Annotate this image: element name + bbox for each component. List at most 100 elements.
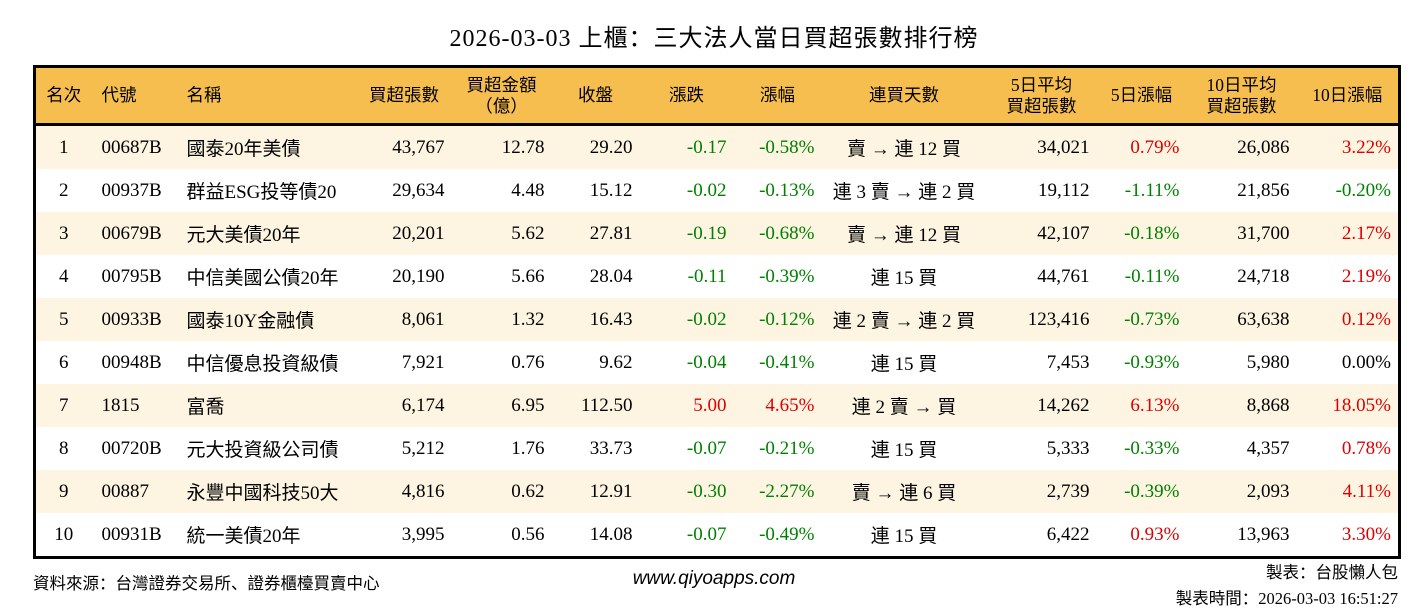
cell-change: -0.02	[686, 308, 727, 330]
cell-change-pct: -0.49%	[759, 523, 815, 545]
cell-avg10: 24,718	[1237, 265, 1290, 287]
cell-close: 15.12	[589, 179, 633, 201]
cell-name: 元大美債20年	[186, 225, 301, 246]
cell-close: 12.91	[589, 480, 633, 502]
cell-change-pct: -0.21%	[759, 437, 815, 459]
cell-streak: 連 3 賣 → 連 2 買	[832, 182, 976, 203]
cell-code: 00720B	[101, 437, 162, 459]
cell-change-pct: -0.39%	[759, 265, 815, 287]
table-row: 7 1815 富喬 6,174 6.95 112.50 5.00 4.65% 連 2 賣 → 買…	[34, 384, 1400, 427]
col-header-change-pct: 漲幅	[733, 66, 822, 126]
cell-rank: 7	[59, 394, 69, 416]
cell-net-buy: 6,174	[401, 394, 445, 416]
cell-amount: 12.78	[501, 136, 545, 158]
cell-avg10: 13,963	[1237, 523, 1290, 545]
cell-amount: 4.48	[511, 179, 545, 201]
cell-change-pct: -0.12%	[759, 308, 815, 330]
cell-rank: 5	[59, 308, 69, 330]
cell-pct10: 18.05%	[1332, 394, 1391, 416]
cell-net-buy: 20,201	[392, 222, 445, 244]
cell-rank: 4	[59, 265, 69, 287]
cell-amount: 5.66	[511, 265, 545, 287]
cell-name: 群益ESG投等債20	[186, 182, 337, 203]
cell-pct5: -0.39%	[1124, 480, 1180, 502]
data-source-note: 資料來源：台灣證券交易所、證券櫃檯買賣中心	[33, 574, 380, 593]
col-header-net-buy: 買超張數	[356, 66, 452, 126]
cell-rank: 9	[59, 480, 69, 502]
cell-close: 28.04	[589, 265, 633, 287]
col-header-name: 名稱	[176, 66, 357, 126]
col-header-amount: 買超金額 （億）	[451, 66, 552, 126]
col-header-pct10: 10日漲幅	[1296, 66, 1400, 126]
cell-streak: 賣 → 連 12 買	[846, 225, 961, 246]
cell-change: -0.19	[686, 222, 727, 244]
table-row: 3 00679B 元大美債20年 20,201 5.62 27.81 -0.19 -0.68%…	[34, 212, 1400, 255]
table-row: 6 00948B 中信優息投資級債 7,921 0.76 9.62 -0.04 -0.41% 連…	[35, 341, 1400, 384]
cell-pct5: -0.73%	[1124, 308, 1180, 330]
cell-code: 00937B	[101, 179, 162, 201]
author-text: 製表：台股懶人包	[1266, 563, 1398, 582]
cell-change: -0.07	[686, 523, 727, 545]
cell-code: 1815	[101, 394, 140, 416]
cell-avg10: 8,868	[1246, 394, 1290, 416]
cell-avg5: 34,021	[1037, 136, 1090, 158]
cell-net-buy: 43,767	[392, 136, 445, 158]
cell-avg5: 2,739	[1046, 480, 1090, 502]
table-row: 8 00720B 元大投資級公司債 5,212 1.76 33.73 -0.07 -0.21%…	[35, 427, 1400, 470]
cell-change: -0.07	[686, 437, 727, 459]
cell-avg5: 42,107	[1037, 222, 1090, 244]
cell-streak: 連 15 買	[870, 268, 938, 289]
cell-close: 29.20	[589, 136, 633, 158]
table-row: 5 00933B 國泰10Y金融債 8,061 1.32 16.43 -0.02 -0.12%…	[34, 298, 1400, 341]
cell-pct5: -0.93%	[1124, 351, 1180, 373]
cell-name: 中信優息投資級債	[186, 354, 339, 375]
cell-change-pct: -0.13%	[759, 179, 815, 201]
cell-pct5: -0.11%	[1124, 265, 1180, 287]
col-header-avg5: 5日平均 買超張數	[986, 66, 1097, 126]
cell-pct10: 3.22%	[1341, 136, 1391, 158]
page-title: 2026-03-03 上櫃：三大法人當日買超張數排行榜	[449, 26, 979, 52]
cell-code: 00687B	[101, 136, 162, 158]
website-text: www.qiyoapps.com	[632, 568, 796, 589]
cell-rank: 3	[59, 222, 69, 244]
cell-name: 統一美債20年	[186, 526, 301, 547]
cell-avg10: 5,980	[1246, 351, 1290, 373]
cell-streak: 賣 → 連 12 買	[846, 139, 961, 160]
cell-close: 27.81	[589, 222, 633, 244]
cell-change: -0.02	[686, 179, 727, 201]
cell-streak: 賣 → 連 6 買	[851, 483, 957, 504]
cell-name: 中信美國公債20年	[186, 268, 339, 289]
cell-avg5: 44,761	[1037, 265, 1090, 287]
cell-change-pct: -0.68%	[759, 222, 815, 244]
cell-streak: 連 15 買	[870, 354, 938, 375]
cell-code: 00795B	[101, 265, 162, 287]
cell-change: -0.30	[686, 480, 727, 502]
cell-avg10: 21,856	[1237, 179, 1290, 201]
cell-pct5: -0.18%	[1124, 222, 1180, 244]
cell-net-buy: 29,634	[392, 179, 445, 201]
cell-code: 00679B	[101, 222, 162, 244]
col-header-avg10: 10日平均 買超張數	[1186, 66, 1297, 126]
generated-time-text: 製表時間：2026-03-03 16:51:27	[1175, 589, 1398, 609]
cell-net-buy: 5,212	[401, 437, 445, 459]
cell-pct10: 2.19%	[1341, 265, 1391, 287]
cell-pct10: 3.30%	[1341, 523, 1391, 545]
cell-avg10: 63,638	[1237, 308, 1290, 330]
cell-close: 16.43	[589, 308, 633, 330]
cell-pct5: 6.13%	[1130, 394, 1180, 416]
cell-pct10: -0.20%	[1335, 179, 1391, 201]
cell-change-pct: -0.41%	[759, 351, 815, 373]
cell-streak: 連 15 買	[870, 526, 938, 547]
cell-net-buy: 3,995	[401, 523, 445, 545]
cell-pct10: 2.17%	[1341, 222, 1391, 244]
cell-change-pct: -0.58%	[759, 136, 815, 158]
cell-pct5: -0.33%	[1124, 437, 1180, 459]
cell-change-pct: 4.65%	[765, 394, 815, 416]
table-row: 2 00937B 群益ESG投等債20 29,634 4.48 15.12 -0.02 -0.…	[35, 169, 1400, 212]
table-header: 名次 代號 名稱 買超張數 買超金額 （億） 收盤 漲跌 漲幅 連買天數 5日平…	[34, 66, 1400, 126]
cell-amount: 0.76	[511, 351, 545, 373]
cell-avg5: 5,333	[1046, 437, 1090, 459]
cell-pct10: 4.11%	[1342, 480, 1391, 502]
cell-amount: 1.32	[511, 308, 545, 330]
